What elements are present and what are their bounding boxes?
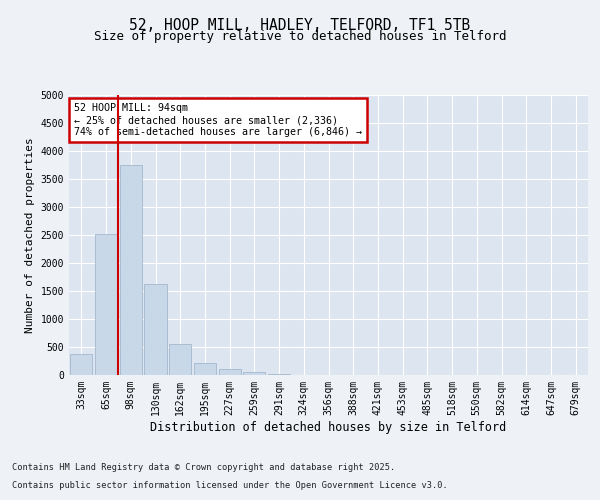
Text: 52 HOOP MILL: 94sqm
← 25% of detached houses are smaller (2,336)
74% of semi-det: 52 HOOP MILL: 94sqm ← 25% of detached ho… — [74, 104, 362, 136]
Text: Contains public sector information licensed under the Open Government Licence v3: Contains public sector information licen… — [12, 481, 448, 490]
Bar — [95, 234, 117, 375]
Text: Contains HM Land Registry data © Crown copyright and database right 2025.: Contains HM Land Registry data © Crown c… — [12, 464, 395, 472]
Text: Size of property relative to detached houses in Telford: Size of property relative to detached ho… — [94, 30, 506, 43]
X-axis label: Distribution of detached houses by size in Telford: Distribution of detached houses by size … — [151, 420, 506, 434]
Bar — [194, 362, 216, 375]
Bar — [218, 370, 241, 375]
Text: 52, HOOP MILL, HADLEY, TELFORD, TF1 5TB: 52, HOOP MILL, HADLEY, TELFORD, TF1 5TB — [130, 18, 470, 32]
Y-axis label: Number of detached properties: Number of detached properties — [25, 137, 35, 333]
Bar — [169, 344, 191, 375]
Bar — [268, 374, 290, 375]
Bar — [145, 284, 167, 375]
Bar — [70, 354, 92, 375]
Bar — [243, 372, 265, 375]
Bar — [119, 165, 142, 375]
